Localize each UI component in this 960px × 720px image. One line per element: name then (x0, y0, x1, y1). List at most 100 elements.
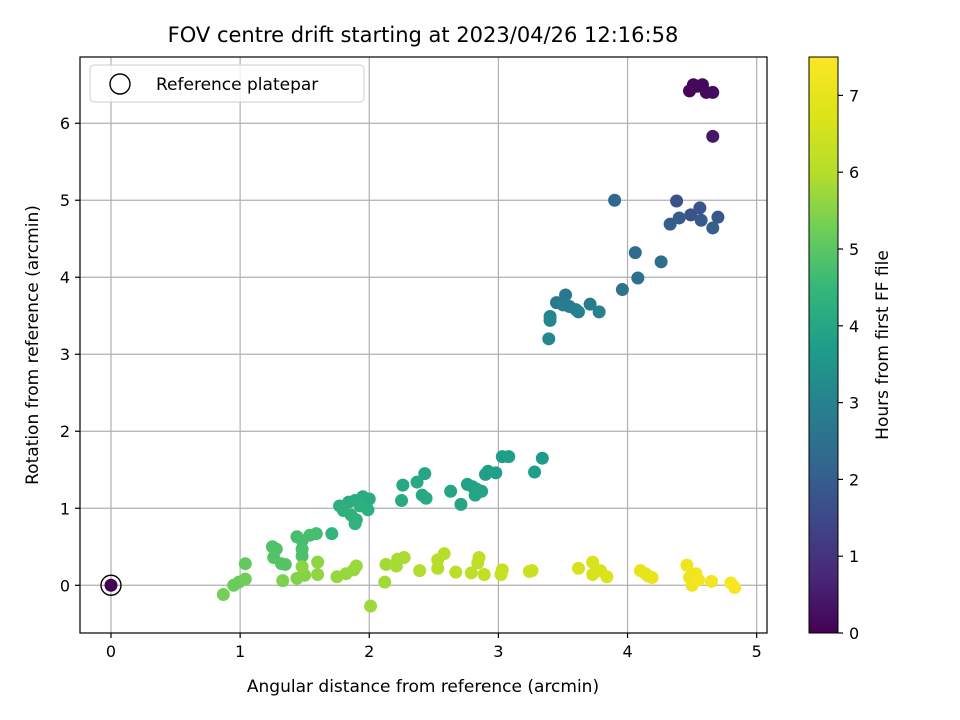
data-points (104, 78, 742, 613)
data-point (645, 571, 659, 585)
data-point (706, 221, 720, 235)
data-point (295, 560, 309, 574)
data-point (468, 488, 482, 502)
data-point (608, 193, 622, 207)
data-point (592, 305, 606, 319)
data-point (444, 484, 458, 498)
data-point (535, 451, 549, 465)
data-point (325, 527, 339, 541)
x-tick-label: 4 (622, 642, 632, 661)
data-point (583, 297, 597, 311)
colorbar-label: Hours from first FF file (873, 250, 893, 440)
data-point (571, 561, 585, 575)
data-point (693, 201, 707, 215)
legend-box (89, 64, 365, 103)
data-point (361, 503, 375, 517)
colorbar-tick-label: 1 (849, 547, 859, 566)
x-tick-label: 0 (106, 642, 116, 661)
chart-title: FOV centre drift starting at 2023/04/26 … (168, 23, 679, 47)
data-point (654, 255, 668, 269)
data-point (704, 574, 718, 588)
y-tick-label: 1 (60, 499, 70, 518)
data-point (413, 564, 427, 578)
x-axis-label: Angular distance from reference (arcmin) (247, 677, 599, 697)
data-point (615, 283, 629, 297)
data-point (309, 527, 323, 541)
reference-platepar-marker (100, 574, 122, 596)
colorbar-tick-label: 7 (849, 86, 859, 105)
data-point (104, 578, 118, 592)
data-point (680, 558, 694, 572)
data-point (379, 557, 393, 571)
reference-marker (100, 574, 122, 596)
data-point (311, 567, 325, 581)
data-point (238, 557, 252, 571)
data-point (706, 85, 720, 99)
data-point (600, 570, 614, 584)
data-point (559, 288, 573, 302)
data-point (478, 467, 492, 481)
data-point (378, 575, 392, 589)
legend-label-reference-platepar: Reference platepar (156, 75, 318, 95)
data-point (694, 213, 708, 227)
data-point (349, 559, 363, 573)
data-point (477, 567, 491, 581)
y-tick-label: 0 (60, 576, 70, 595)
colorbar-gradient (808, 56, 839, 634)
data-point (543, 313, 557, 327)
y-axis-label: Rotation from reference (arcmin) (23, 205, 43, 485)
data-point (706, 129, 720, 143)
data-point (397, 551, 411, 565)
grid-lines (80, 57, 767, 633)
data-point (311, 555, 325, 569)
x-tick-label: 1 (235, 642, 245, 661)
data-point (348, 517, 362, 531)
y-tick-label: 2 (60, 422, 70, 441)
legend: Reference platepar (89, 64, 365, 103)
data-point (396, 478, 410, 492)
data-point (628, 246, 642, 260)
data-point (728, 581, 742, 595)
data-point (571, 305, 585, 319)
data-point (227, 578, 241, 592)
data-point (586, 555, 600, 569)
data-point (464, 566, 478, 580)
data-point (418, 467, 432, 481)
x-tick-label: 5 (752, 642, 762, 661)
colorbar-tick-label: 0 (849, 624, 859, 643)
data-point (525, 564, 539, 578)
data-point (216, 587, 230, 601)
plot-area (80, 57, 767, 633)
data-point (472, 551, 486, 565)
legend-reference-marker (109, 73, 131, 95)
y-tick-label: 5 (60, 191, 70, 210)
colorbar-tick-label: 5 (849, 240, 859, 259)
data-point (295, 549, 309, 563)
data-point (449, 565, 463, 579)
data-point (238, 572, 252, 586)
colorbar: 0 1 2 3 4 5 6 7 Hours from first FF file (808, 56, 893, 643)
data-point (410, 475, 424, 489)
data-point (276, 574, 290, 588)
data-point (542, 332, 556, 346)
data-point (278, 557, 292, 571)
plot-frame (79, 56, 768, 634)
data-point (502, 450, 516, 464)
data-point (684, 208, 698, 222)
colorbar-tick-label: 2 (849, 470, 859, 489)
data-point (454, 497, 468, 511)
data-point (437, 547, 451, 561)
data-point (670, 194, 684, 208)
data-point (692, 573, 706, 587)
data-point (528, 465, 542, 479)
data-point (556, 298, 570, 312)
data-point (631, 271, 645, 285)
data-point (419, 491, 433, 505)
data-point (711, 210, 725, 224)
x-tick-label: 2 (364, 642, 374, 661)
data-point (395, 494, 409, 508)
data-point (364, 599, 378, 613)
colorbar-tick-label: 4 (849, 317, 859, 336)
axis-ticks: 0 1 2 3 4 5 0 1 2 3 4 5 6 (60, 114, 762, 661)
